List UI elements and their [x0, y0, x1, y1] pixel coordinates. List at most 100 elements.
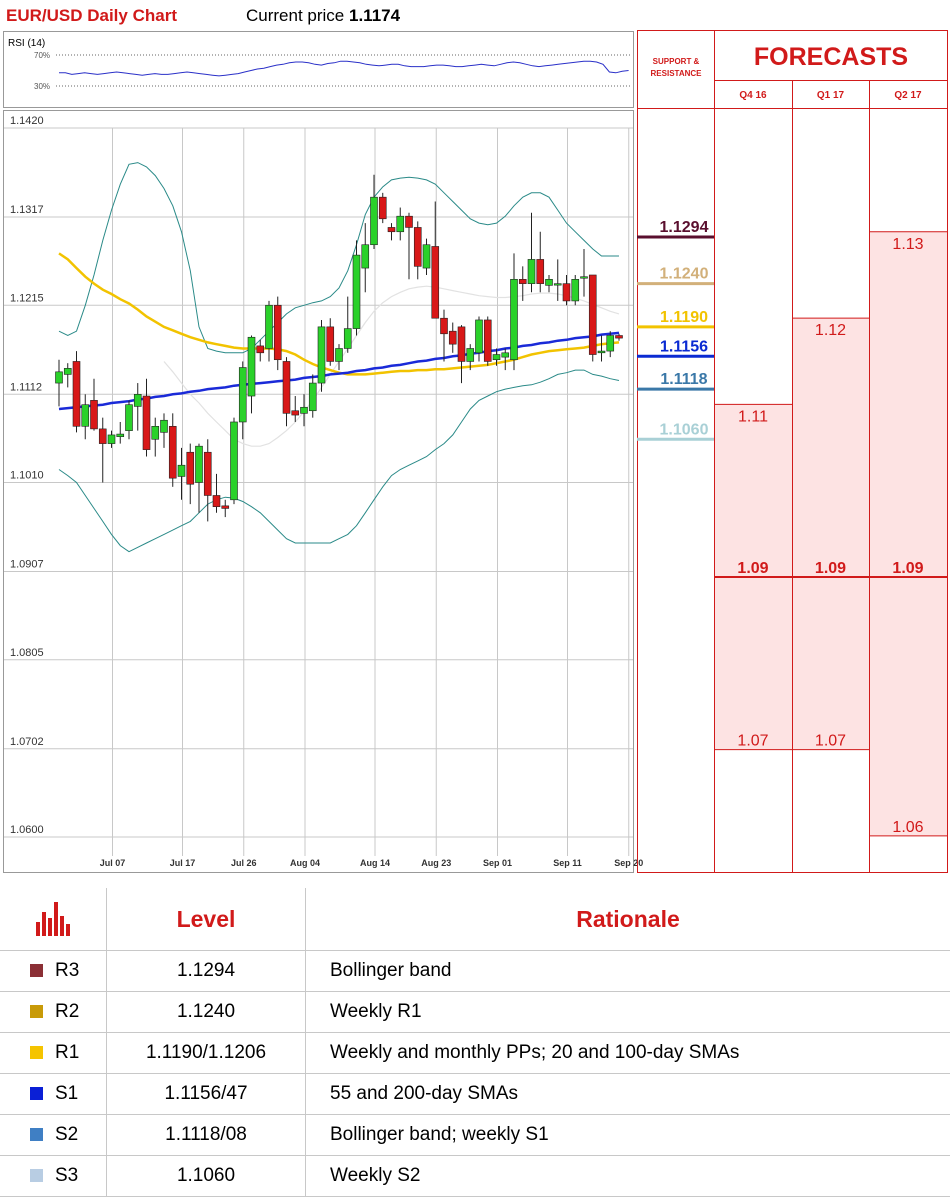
candle — [511, 279, 518, 359]
candle — [143, 396, 150, 450]
candle — [213, 495, 220, 506]
candle — [117, 434, 124, 437]
level-name: S3 — [55, 1165, 78, 1186]
level-name: S2 — [55, 1124, 78, 1145]
color-swatch — [30, 1169, 43, 1182]
x-tick-label: Jul 17 — [170, 858, 196, 868]
candle — [292, 411, 299, 415]
bar-chart-icon — [0, 888, 106, 944]
candle — [327, 327, 334, 362]
chart-frame — [4, 111, 634, 873]
candle — [344, 329, 351, 349]
candle — [476, 320, 483, 353]
level-value: 1.1156/47 — [107, 1074, 306, 1115]
x-tick-label: Aug 14 — [360, 858, 390, 868]
level-value: 1.1294 — [107, 951, 306, 992]
candle — [108, 435, 115, 444]
candle — [178, 465, 185, 476]
x-tick-label: Aug 04 — [290, 858, 320, 868]
candle — [274, 305, 281, 359]
candle — [283, 361, 290, 413]
color-swatch — [30, 964, 43, 977]
candle — [336, 348, 343, 361]
level-label: 1.1240 — [660, 266, 709, 283]
candle — [537, 259, 544, 283]
color-swatch — [30, 1128, 43, 1141]
candle — [362, 245, 369, 268]
candle — [309, 383, 316, 411]
candle — [126, 405, 133, 431]
candle — [134, 394, 141, 406]
candle — [493, 355, 500, 360]
table-header-row: Level Rationale — [0, 888, 950, 951]
rationale-header: Rationale — [306, 888, 950, 951]
candle — [196, 446, 203, 482]
y-tick-label: 1.1215 — [10, 292, 44, 304]
candle — [222, 506, 229, 509]
candle — [318, 327, 325, 383]
candle — [423, 245, 430, 268]
x-tick-label: Jul 07 — [100, 858, 126, 868]
forecast-range-bar — [870, 232, 947, 836]
forecast-col-header: Q2 17 — [894, 90, 922, 101]
y-tick-label: 1.0907 — [10, 559, 44, 571]
level-label: 1.1294 — [660, 219, 709, 236]
candle — [458, 327, 465, 362]
candle — [91, 400, 98, 429]
x-tick-label: Sep 20 — [614, 858, 643, 868]
level-rationale: Weekly S2 — [306, 1156, 950, 1197]
level-name: R1 — [55, 1042, 79, 1063]
x-tick-label: Sep 11 — [553, 858, 582, 868]
candle — [73, 361, 80, 426]
sr-header-1: SUPPORT & — [653, 57, 700, 66]
level-name: R3 — [55, 960, 79, 981]
candle — [598, 351, 605, 353]
level-value: 1.1060 — [107, 1156, 306, 1197]
level-label: 1.1190 — [660, 309, 708, 326]
candle — [379, 197, 386, 219]
candle — [371, 197, 378, 245]
candle — [152, 426, 159, 439]
level-rationale: 55 and 200-day SMAs — [306, 1074, 950, 1115]
candle — [563, 284, 570, 301]
forecast-high-label: 1.12 — [815, 322, 846, 339]
candle — [56, 372, 63, 383]
candle — [554, 284, 561, 286]
candle — [581, 277, 588, 279]
level-value: 1.1190/1.1206 — [107, 1033, 306, 1074]
level-rationale: Weekly and monthly PPs; 20 and 100-day S… — [306, 1033, 950, 1074]
sr-header-2: RESISTANCE — [651, 69, 703, 78]
candle — [572, 279, 579, 301]
candle — [546, 279, 553, 285]
candle — [301, 407, 308, 413]
level-label: 1.1060 — [660, 421, 709, 438]
candle — [231, 422, 238, 500]
forecast-high-label: 1.13 — [892, 236, 923, 253]
price-chart: 1.14201.13171.12151.11121.10101.09071.08… — [0, 0, 950, 880]
candle — [467, 348, 474, 361]
y-tick-label: 1.0702 — [10, 736, 44, 748]
candle — [414, 227, 421, 266]
candle — [187, 452, 194, 484]
forecast-title: FORECASTS — [754, 43, 908, 71]
x-tick-label: Sep 01 — [483, 858, 512, 868]
candle — [169, 426, 176, 478]
level-name: R2 — [55, 1001, 79, 1022]
level-value: 1.1240 — [107, 992, 306, 1033]
forecast-high-label: 1.11 — [738, 408, 768, 425]
forecast-mid-label: 1.09 — [737, 560, 768, 577]
candle — [388, 227, 395, 231]
candle — [449, 331, 456, 344]
forecast-range-bar — [793, 318, 869, 749]
candle — [82, 405, 89, 427]
candle — [502, 353, 509, 357]
candle — [528, 259, 535, 283]
candle — [99, 429, 106, 444]
